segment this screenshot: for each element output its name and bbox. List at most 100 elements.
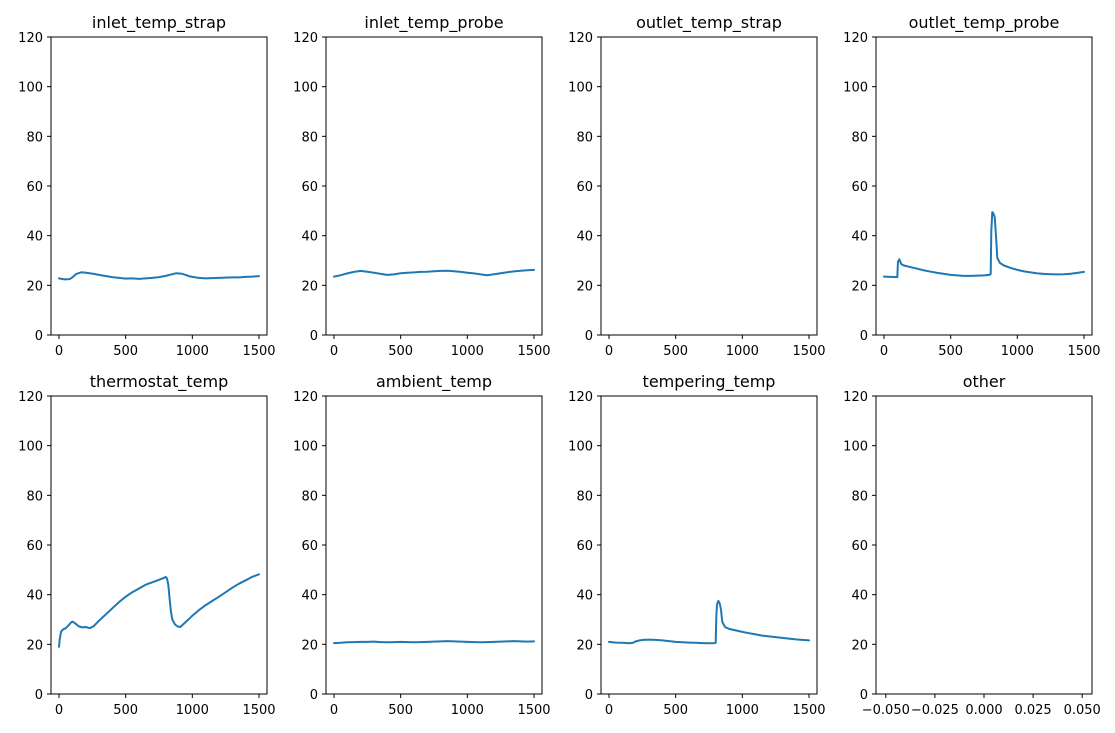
axes-frame (50, 36, 268, 336)
y-tick-label: 60 (26, 180, 43, 195)
y-tick-label: 80 (576, 489, 593, 504)
y-tick-label: 80 (301, 489, 318, 504)
y-tick-label: 20 (851, 279, 868, 294)
y-tick-label: 120 (18, 31, 43, 46)
y-tick-label: 20 (851, 638, 868, 653)
y-tick-label: 60 (26, 539, 43, 554)
y-tick-label: 120 (568, 31, 593, 46)
y-tick-label: 20 (26, 279, 43, 294)
panel-title: thermostat_temp (90, 372, 228, 392)
x-tick-label: 0.025 (1014, 703, 1051, 718)
y-tick-label: 20 (301, 638, 318, 653)
panel-tempering-temp: tempering_temp 0 20 40 60 80 100 120 0 500 1000 150… (568, 372, 825, 718)
y-tick-label: 100 (18, 440, 43, 455)
series-line-tempering-temp (608, 599, 810, 645)
x-tick-label: −0.050 (862, 703, 910, 718)
y-tick-label: 60 (851, 180, 868, 195)
y-tick-label: 60 (576, 539, 593, 554)
y-tick-label: 120 (293, 390, 318, 405)
y-tick-label: 120 (18, 390, 43, 405)
axes-frame (875, 36, 1093, 336)
x-tick-label: 1500 (242, 703, 275, 718)
y-tick-label: 40 (26, 230, 43, 245)
y-tick-label: 100 (568, 440, 593, 455)
panel-ambient-temp: ambient_temp 0 20 40 60 80 100 120 0 500 1000 1500 (293, 372, 550, 718)
y-tick-label: 80 (301, 130, 318, 145)
x-tick-label: 1000 (1001, 344, 1034, 359)
y-tick-label: 40 (301, 589, 318, 604)
panel-title: outlet_temp_strap (636, 13, 782, 33)
y-tick-label: 20 (26, 638, 43, 653)
y-tick-label: 0 (585, 329, 593, 344)
y-tick-label: 60 (301, 180, 318, 195)
x-tick-label: 1500 (242, 344, 275, 359)
panel-title: tempering_temp (643, 372, 776, 392)
x-tick-label: 0 (880, 344, 888, 359)
y-tick-label: 80 (26, 489, 43, 504)
y-tick-label: 0 (310, 688, 318, 703)
x-tick-label: 1000 (176, 344, 209, 359)
panel-title: inlet_temp_strap (92, 13, 226, 33)
panel-title: other (963, 372, 1006, 391)
x-tick-label: 0 (330, 344, 338, 359)
axes-frame (325, 36, 543, 336)
x-tick-label: 0.000 (965, 703, 1002, 718)
x-tick-label: 0 (605, 703, 613, 718)
y-tick-label: 80 (851, 489, 868, 504)
x-tick-label: 500 (388, 703, 413, 718)
y-tick-label: 40 (851, 589, 868, 604)
y-tick-label: 40 (26, 589, 43, 604)
x-tick-label: 500 (663, 703, 688, 718)
x-tick-label: 0 (330, 703, 338, 718)
x-tick-label: 1500 (517, 344, 550, 359)
y-tick-label: 40 (576, 230, 593, 245)
axes-frame (325, 395, 543, 695)
y-tick-label: 0 (35, 688, 43, 703)
x-tick-label: 1500 (517, 703, 550, 718)
y-tick-label: 100 (843, 440, 868, 455)
x-tick-label: 1000 (726, 344, 759, 359)
y-tick-label: 20 (576, 638, 593, 653)
x-tick-label: −0.025 (911, 703, 959, 718)
x-tick-label: 1500 (792, 703, 825, 718)
y-tick-label: 0 (585, 688, 593, 703)
y-tick-label: 100 (18, 81, 43, 96)
axes-frame (875, 395, 1093, 695)
x-tick-label: 0 (55, 344, 63, 359)
x-tick-label: 500 (938, 344, 963, 359)
y-tick-label: 100 (293, 81, 318, 96)
y-tick-label: 20 (301, 279, 318, 294)
x-tick-label: 1500 (792, 344, 825, 359)
x-tick-label: 1000 (176, 703, 209, 718)
y-tick-label: 20 (576, 279, 593, 294)
y-tick-label: 80 (576, 130, 593, 145)
series-line-ambient-temp (333, 640, 535, 645)
x-tick-label: 500 (663, 344, 688, 359)
y-tick-label: 120 (843, 31, 868, 46)
y-tick-label: 0 (860, 688, 868, 703)
y-tick-label: 40 (851, 230, 868, 245)
x-tick-label: 0 (605, 344, 613, 359)
y-tick-label: 80 (26, 130, 43, 145)
y-tick-label: 100 (843, 81, 868, 96)
y-tick-label: 120 (568, 390, 593, 405)
y-tick-label: 60 (301, 539, 318, 554)
y-tick-label: 100 (293, 440, 318, 455)
series-line-inlet-temp-probe (333, 268, 535, 278)
y-tick-label: 0 (860, 329, 868, 344)
y-tick-label: 80 (851, 130, 868, 145)
axes-frame (50, 395, 268, 695)
axes-frame (600, 395, 818, 695)
x-tick-label: 500 (113, 703, 138, 718)
panel-inlet-temp-strap: inlet_temp_strap 0 20 40 60 80 100 120 0 500 1000 1… (18, 13, 275, 359)
y-tick-label: 40 (576, 589, 593, 604)
y-tick-label: 0 (310, 329, 318, 344)
series-line-inlet-temp-strap (58, 271, 260, 281)
y-tick-label: 60 (576, 180, 593, 195)
x-tick-label: 0 (55, 703, 63, 718)
panel-other: other 0 20 40 60 80 100 120 −0.050 −0.025 0.000 0.0… (843, 372, 1101, 718)
panel-thermostat-temp: thermostat_temp 0 20 40 60 80 100 120 0 500 1000 15… (18, 372, 275, 718)
x-tick-label: 1000 (726, 703, 759, 718)
y-tick-label: 40 (301, 230, 318, 245)
